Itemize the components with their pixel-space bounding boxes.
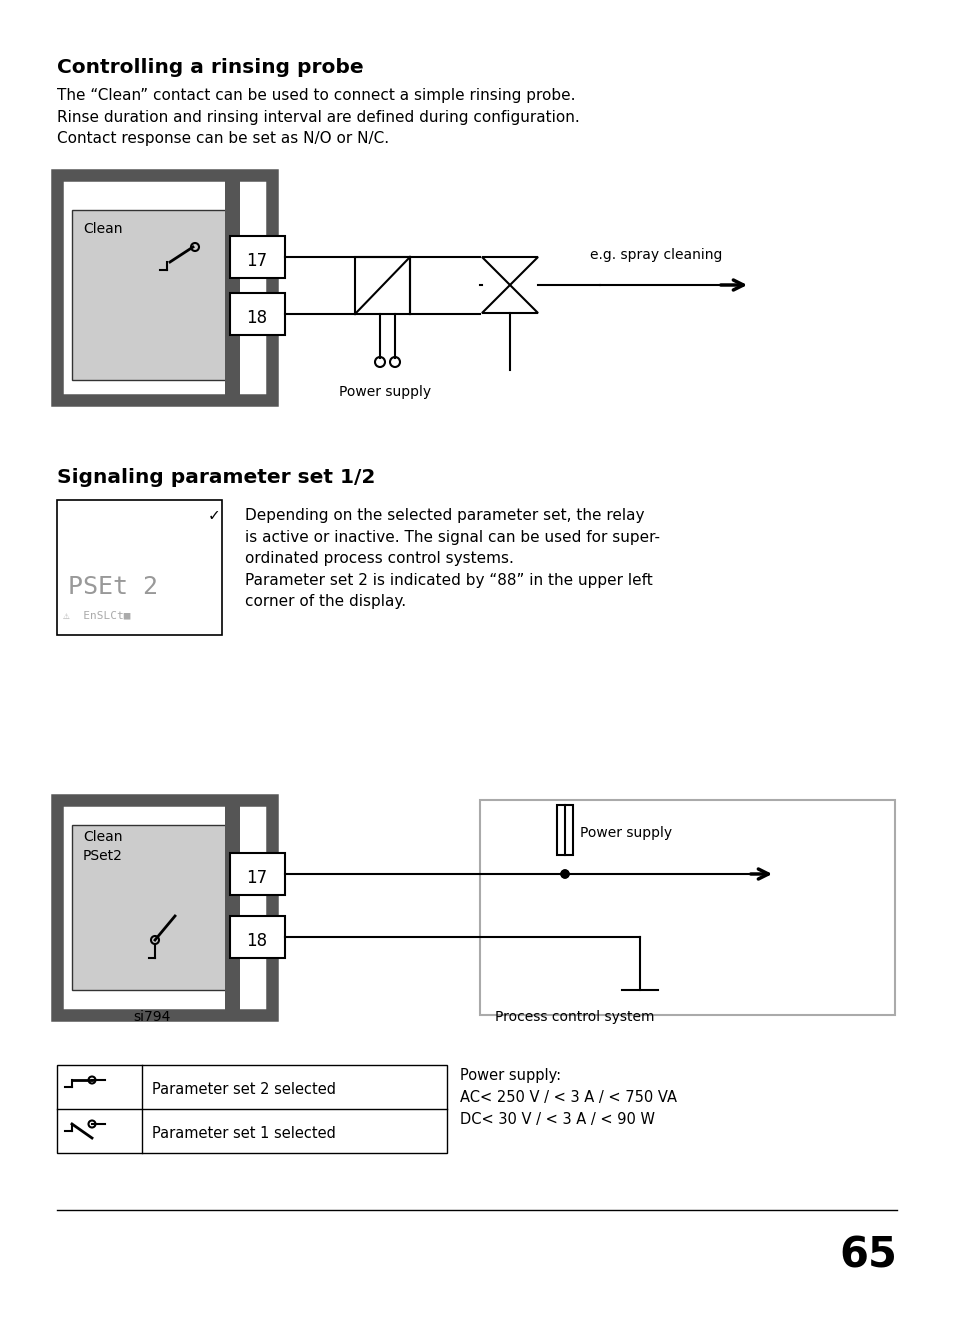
FancyBboxPatch shape [230, 852, 285, 895]
Text: Clean
PSet2: Clean PSet2 [83, 830, 123, 863]
Circle shape [560, 870, 568, 878]
FancyBboxPatch shape [230, 293, 285, 335]
FancyBboxPatch shape [355, 257, 410, 314]
Text: Depending on the selected parameter set, the relay
is active or inactive. The si: Depending on the selected parameter set,… [245, 508, 659, 609]
FancyBboxPatch shape [71, 826, 227, 990]
Polygon shape [481, 285, 537, 313]
FancyBboxPatch shape [557, 806, 573, 855]
Text: 17: 17 [246, 253, 267, 270]
Text: Process control system: Process control system [495, 1010, 654, 1023]
Text: ⚠  EnSLCt■: ⚠ EnSLCt■ [63, 611, 131, 620]
Text: Power supply: Power supply [579, 826, 672, 840]
Text: si794: si794 [133, 1010, 171, 1023]
Circle shape [560, 870, 568, 878]
FancyBboxPatch shape [57, 500, 222, 635]
FancyBboxPatch shape [230, 916, 285, 958]
Text: 17: 17 [246, 868, 267, 887]
FancyBboxPatch shape [225, 175, 240, 399]
FancyBboxPatch shape [71, 210, 227, 379]
FancyBboxPatch shape [57, 800, 272, 1015]
Text: PSEt 2: PSEt 2 [68, 574, 158, 599]
Text: ✓: ✓ [208, 508, 220, 522]
Text: Signaling parameter set 1/2: Signaling parameter set 1/2 [57, 468, 375, 488]
Text: Parameter set 1 selected: Parameter set 1 selected [152, 1126, 335, 1141]
FancyBboxPatch shape [57, 1065, 447, 1153]
Polygon shape [481, 257, 537, 285]
Text: Parameter set 2 selected: Parameter set 2 selected [152, 1082, 335, 1097]
Text: The “Clean” contact can be used to connect a simple rinsing probe.
Rinse duratio: The “Clean” contact can be used to conne… [57, 88, 579, 146]
Text: Controlling a rinsing probe: Controlling a rinsing probe [57, 57, 363, 77]
FancyBboxPatch shape [230, 236, 285, 278]
Text: 18: 18 [246, 933, 267, 950]
Text: 18: 18 [246, 309, 267, 327]
Text: 65: 65 [839, 1234, 896, 1277]
FancyBboxPatch shape [57, 175, 272, 399]
Text: Power supply: Power supply [338, 385, 431, 399]
Text: e.g. spray cleaning: e.g. spray cleaning [589, 248, 721, 262]
Text: Power supply:
AC< 250 V / < 3 A / < 750 VA
DC< 30 V / < 3 A / < 90 W: Power supply: AC< 250 V / < 3 A / < 750 … [459, 1067, 677, 1128]
FancyBboxPatch shape [479, 800, 894, 1015]
Text: Clean: Clean [83, 222, 122, 236]
FancyBboxPatch shape [225, 800, 240, 1015]
